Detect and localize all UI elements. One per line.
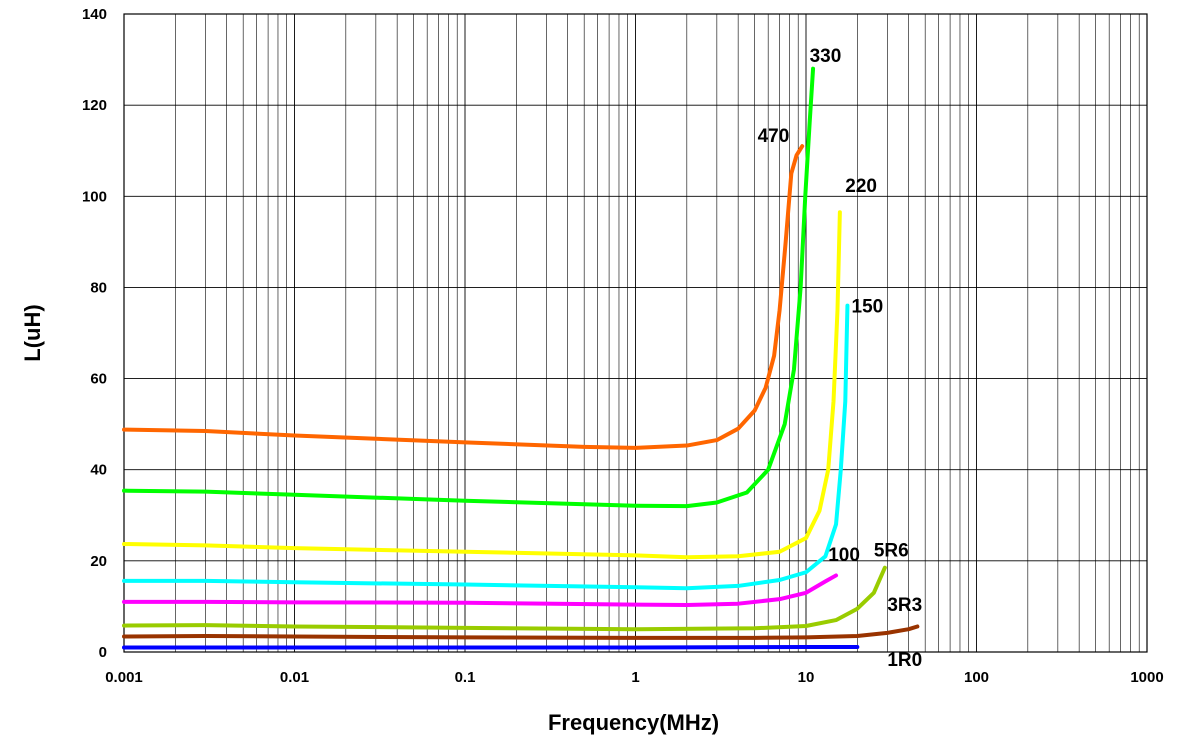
y-tick-label: 100 bbox=[82, 188, 107, 205]
x-tick-label: 1 bbox=[631, 669, 639, 686]
series-label-220: 220 bbox=[845, 176, 877, 197]
plot-area-border bbox=[123, 13, 1148, 653]
series-line-220 bbox=[122, 210, 842, 560]
y-axis-title: L(uH) bbox=[20, 304, 45, 361]
series-line-470 bbox=[122, 144, 805, 450]
series-label-5R6: 5R6 bbox=[874, 540, 909, 561]
series-group bbox=[122, 66, 920, 650]
series-label-470: 470 bbox=[758, 126, 790, 147]
y-tick-label: 120 bbox=[82, 97, 107, 114]
y-tick-label: 60 bbox=[90, 371, 107, 388]
y-tick-label: 40 bbox=[90, 462, 107, 479]
x-tick-labels: 0.001 0.01 0.1 1 10 100 1000 bbox=[105, 669, 1163, 686]
series-line-100 bbox=[122, 573, 839, 608]
series-line-330 bbox=[122, 66, 816, 509]
series-label-1R0: 1R0 bbox=[887, 650, 922, 671]
y-tick-label: 80 bbox=[90, 279, 107, 296]
series-label-3R3: 3R3 bbox=[887, 595, 922, 616]
x-tick-label: 0.1 bbox=[455, 669, 476, 686]
series-line-5R6 bbox=[122, 565, 887, 632]
series-labels: 1R0 3R3 5R6 100 150 220 330 470 bbox=[758, 46, 923, 671]
y-tick-label: 0 bbox=[99, 644, 107, 661]
y-tick-label: 140 bbox=[82, 6, 107, 23]
x-tick-label: 1000 bbox=[1130, 669, 1163, 686]
x-tick-label: 0.01 bbox=[280, 669, 309, 686]
x-tick-label: 0.001 bbox=[105, 669, 143, 686]
series-label-150: 150 bbox=[852, 297, 884, 318]
series-label-330: 330 bbox=[810, 46, 842, 67]
series-line-3R3 bbox=[122, 624, 920, 640]
x-tick-label: 10 bbox=[798, 669, 815, 686]
x-axis-title: Frequency(MHz) bbox=[548, 710, 719, 735]
series-line-150 bbox=[122, 303, 850, 591]
series-label-100: 100 bbox=[828, 545, 860, 566]
y-tick-labels: 0 20 40 60 80 100 120 140 bbox=[82, 6, 107, 661]
y-tick-label: 20 bbox=[90, 553, 107, 570]
x-tick-label: 100 bbox=[964, 669, 989, 686]
